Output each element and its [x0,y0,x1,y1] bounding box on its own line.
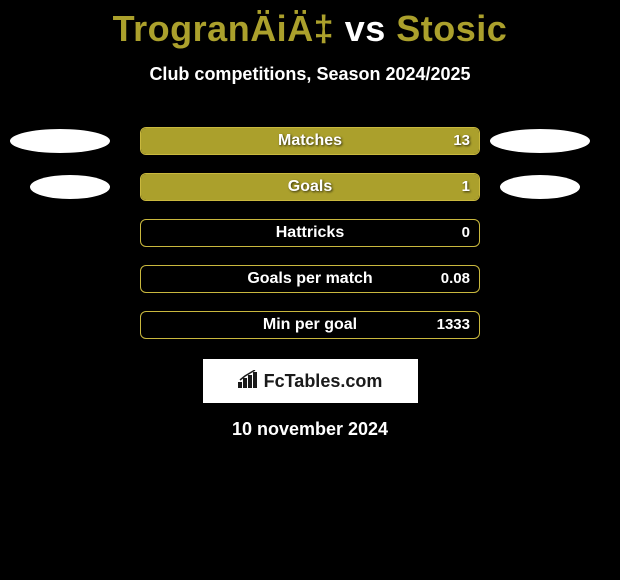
stat-row: Goals per match0.08 [0,265,620,293]
stat-bar [140,311,480,339]
ellipse-marker [30,175,110,199]
stat-bar [140,127,480,155]
stat-row: Hattricks0 [0,219,620,247]
stat-bar-fill [141,128,479,154]
ellipse-marker [10,129,110,153]
subtitle: Club competitions, Season 2024/2025 [0,64,620,85]
stat-row: Matches13 [0,127,620,155]
stat-row: Goals1 [0,173,620,201]
stat-bar-fill [141,174,479,200]
logo-chart-icon [238,370,260,393]
stat-bar [140,265,480,293]
stats-area: Matches13 Goals1 Hattricks0 Goals per match… [0,127,620,339]
stat-bar [140,173,480,201]
page-title: TrogranÄiÄ‡ vs Stosic [0,0,620,50]
logo-text: FcTables.com [264,371,383,392]
ellipse-marker [500,175,580,199]
stat-row: Min per goal1333 [0,311,620,339]
stat-bar [140,219,480,247]
footer-date: 10 november 2024 [0,419,620,440]
logo-box: FcTables.com [203,359,418,403]
ellipse-marker [490,129,590,153]
